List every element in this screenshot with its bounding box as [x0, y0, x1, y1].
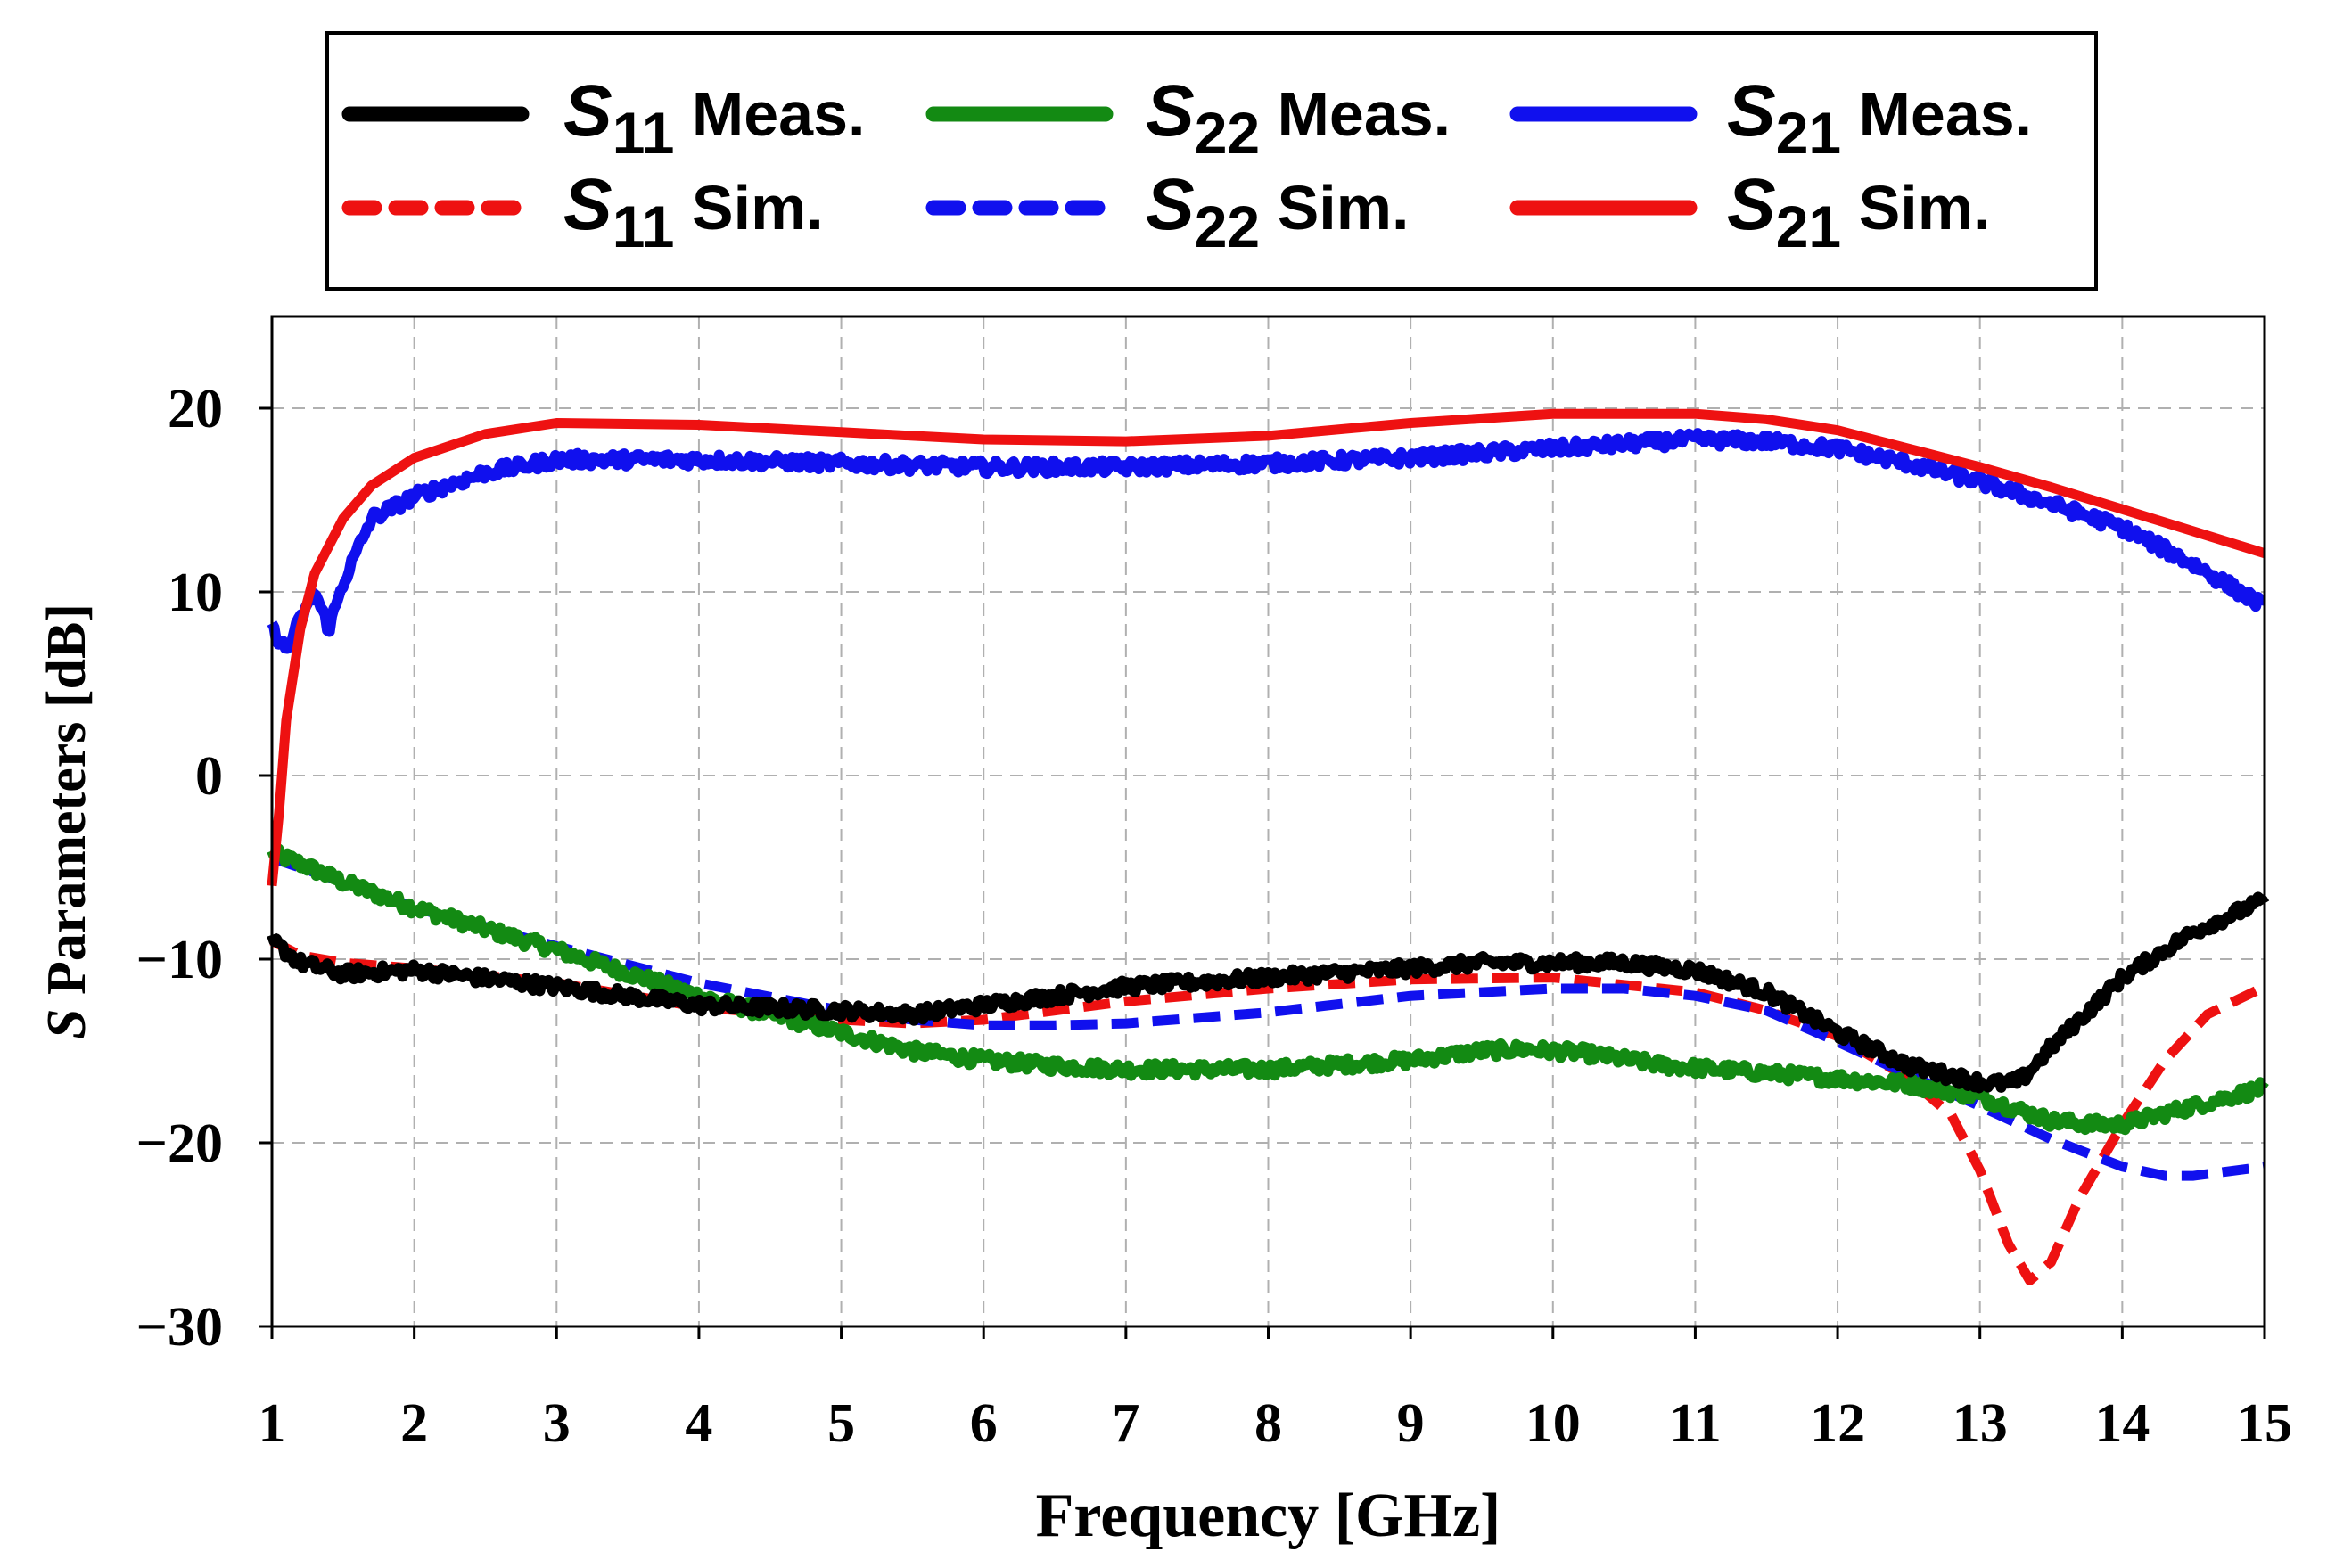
x-tick-label: 9	[1397, 1393, 1425, 1454]
x-tick-label: 10	[1525, 1393, 1581, 1454]
x-tick-label: 3	[543, 1393, 571, 1454]
axes: 1 2 3 4 5 6 7 8 9 10 11 12 13 14 1520100−10−20−30Frequ…	[37, 315, 2292, 1550]
legend-label-subscript: 11	[613, 193, 675, 259]
legend-label-subscript: 11	[613, 100, 675, 166]
legend-label-suffix: Sim.	[674, 173, 823, 242]
legend-label-subscript: 21	[1776, 100, 1841, 166]
y-axis-label-text: Parameters [dB]	[37, 603, 97, 1009]
x-tick-label: 1	[259, 1393, 286, 1454]
legend: S11 Meas. S22 Meas. S21 Meas.S11 Sim. S22 S…	[325, 31, 2098, 291]
legend-label-subscript: 22	[1195, 193, 1260, 259]
legend-label: S11 Meas.	[563, 70, 865, 166]
series-line-s21-meas	[267, 428, 2268, 654]
y-axis-label-symbol: S	[37, 1009, 97, 1039]
x-tick-label: 15	[2237, 1393, 2292, 1454]
x-tick-label: 8	[1254, 1393, 1282, 1454]
x-tick-label: 12	[1810, 1393, 1865, 1454]
legend-label-symbol: S	[1146, 70, 1195, 152]
series-line-s22-meas	[267, 843, 2269, 1136]
legend-box	[325, 31, 2098, 291]
legend-label-symbol: S	[1727, 70, 1776, 152]
y-tick-label: −30	[136, 1297, 223, 1358]
legend-label-symbol: S	[1146, 164, 1195, 245]
legend-label-subscript: 21	[1776, 193, 1841, 259]
x-axis-label: Frequency [GHz]	[1036, 1482, 1501, 1550]
legend-label-symbol: S	[1727, 164, 1776, 245]
y-tick-label: −20	[136, 1113, 223, 1174]
legend-label: S22 Meas.	[1146, 70, 1451, 166]
series-line-s11-meas	[267, 891, 2270, 1094]
x-tick-label: 14	[2094, 1393, 2150, 1454]
y-axis-label: S Parameters [dB]	[37, 603, 97, 1039]
y-tick-label: 0	[195, 746, 223, 807]
legend-label-suffix: Meas.	[1841, 79, 2032, 149]
x-tick-label: 13	[1953, 1393, 2008, 1454]
x-tick-label: 11	[1669, 1393, 1722, 1454]
grid	[272, 316, 2265, 1326]
legend-label-suffix: Meas.	[1260, 79, 1451, 149]
series-line-s21-sim	[267, 408, 2266, 887]
legend-label-suffix: Meas.	[674, 79, 865, 149]
plot-series	[267, 408, 2270, 1285]
legend-label: S21 Meas.	[1727, 70, 2032, 166]
legend-label-suffix: Sim.	[1841, 173, 1990, 242]
legend-label-symbol: S	[563, 164, 613, 245]
legend-label-suffix: Sim.	[1260, 173, 1409, 242]
x-tick-label: 2	[400, 1393, 428, 1454]
legend-label: S21 Sim.	[1727, 164, 1990, 259]
x-tick-label: 7	[1112, 1393, 1139, 1454]
y-tick-label: 10	[168, 562, 223, 623]
legend-label: S22 Sim.	[1146, 164, 1409, 259]
x-tick-label: 5	[827, 1393, 855, 1454]
legend-label-subscript: 22	[1195, 100, 1260, 166]
x-tick-label: 6	[970, 1393, 998, 1454]
legend-label-symbol: S	[563, 70, 613, 152]
legend-label: S11 Sim.	[563, 164, 824, 259]
series-line-s22-sim	[270, 853, 2265, 1181]
y-tick-label: 20	[168, 379, 223, 439]
x-tick-label: 4	[685, 1393, 712, 1454]
y-tick-label: −10	[136, 930, 223, 990]
